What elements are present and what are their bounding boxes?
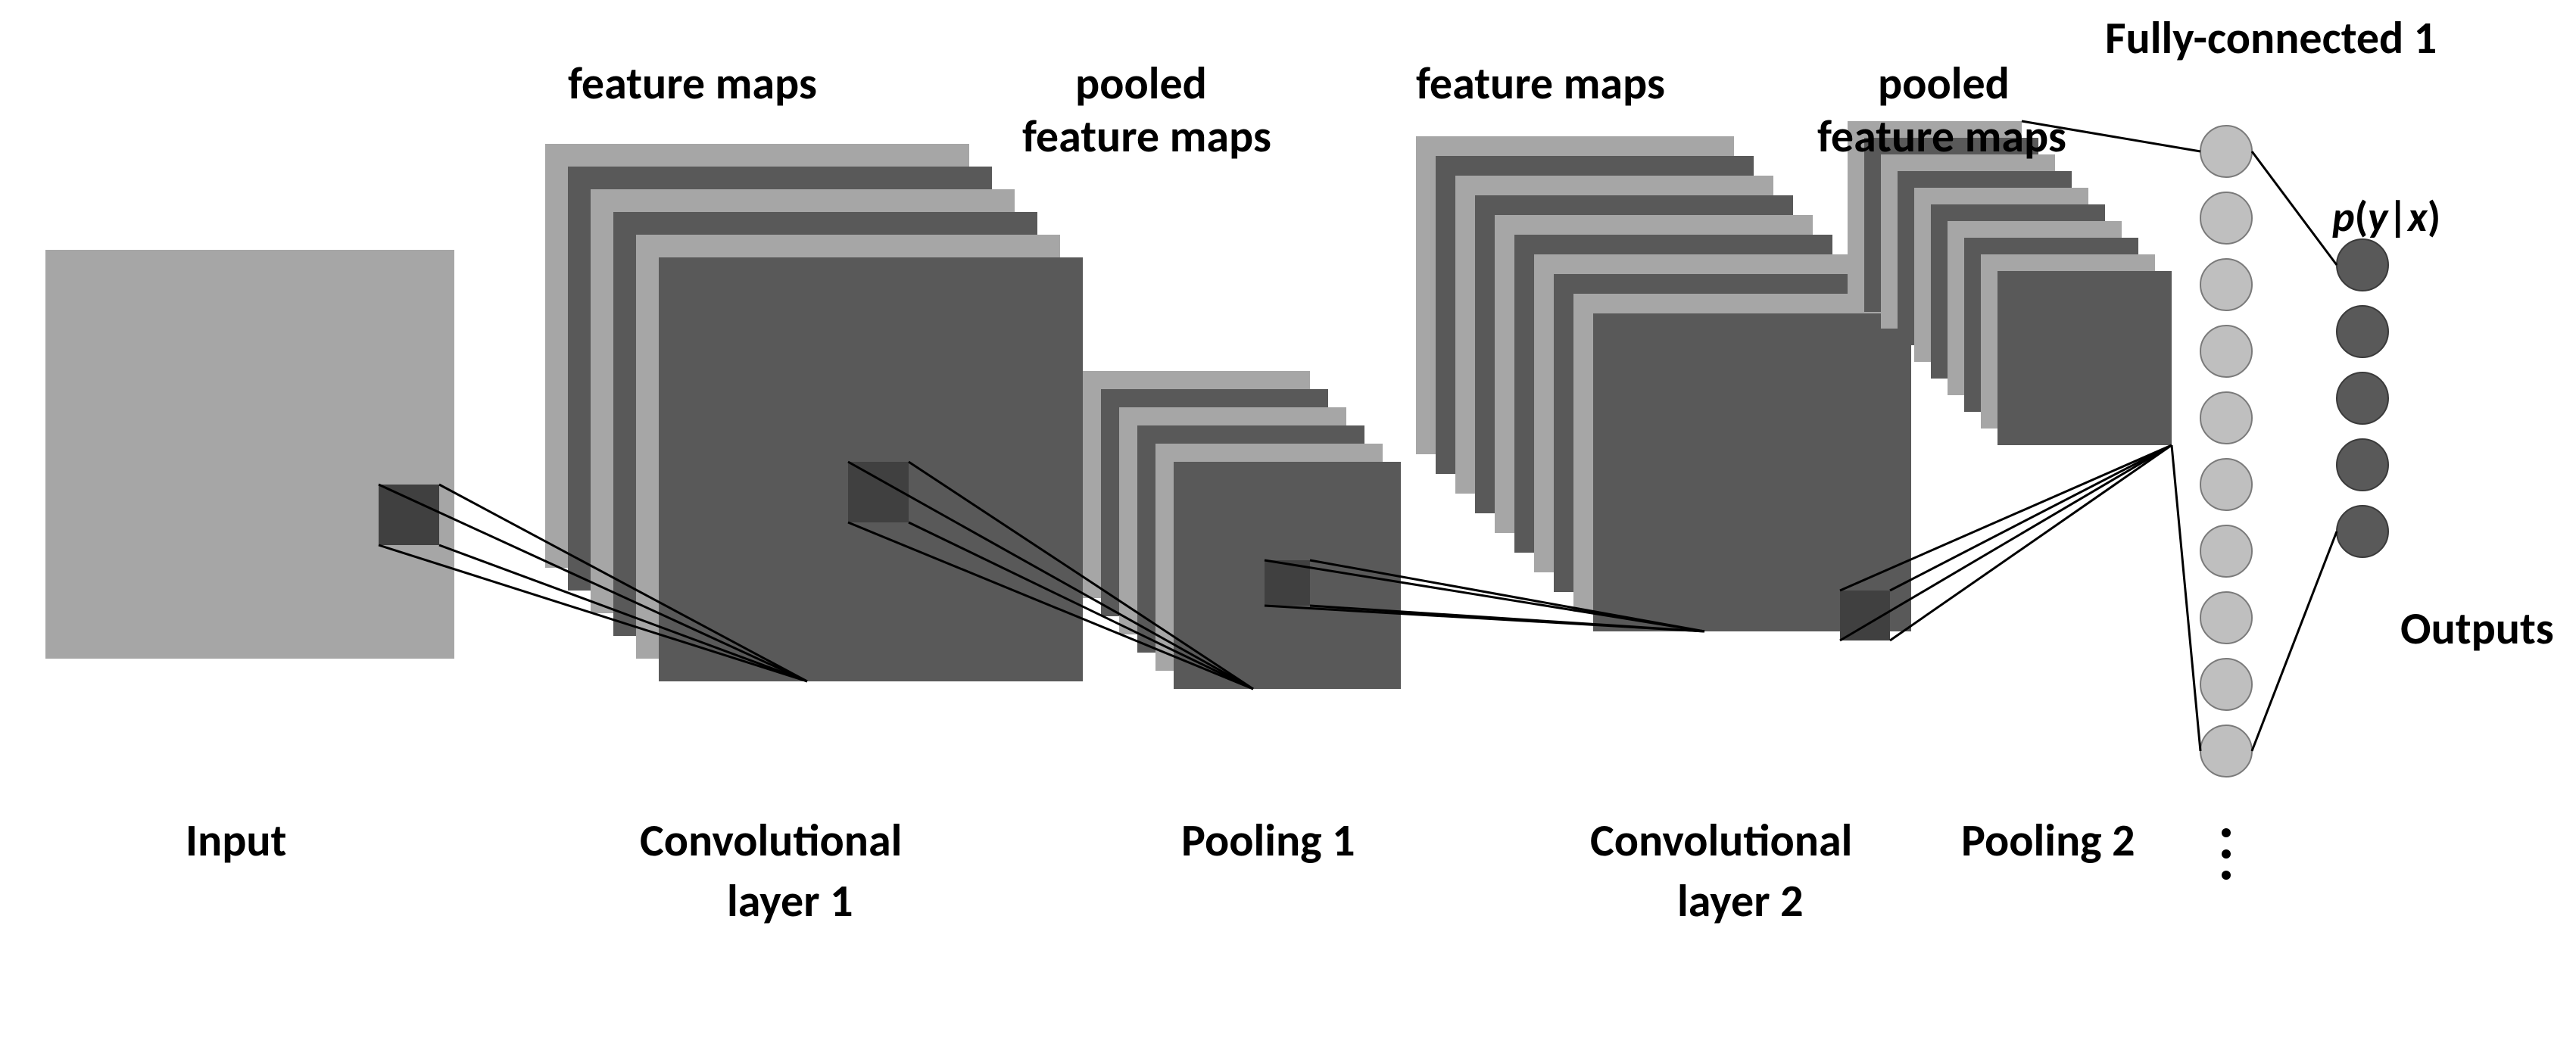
- output-node: [2337, 306, 2388, 357]
- output-node: [2337, 239, 2388, 291]
- fc-node: [2200, 126, 2252, 177]
- pool1-label: Pooling 1: [1181, 813, 1355, 868]
- output-node: [2337, 506, 2388, 557]
- pool1-top-label-line2: feature maps: [1022, 109, 1271, 164]
- fc-node: [2200, 592, 2252, 644]
- feature-map-tile: [1593, 313, 1911, 631]
- ellipsis-dot: [2222, 828, 2231, 837]
- conv2-featuremaps-label: feature maps: [1416, 56, 1665, 111]
- output-node: [2337, 372, 2388, 424]
- fc-label: Fully-connected 1: [2105, 11, 2437, 66]
- fc-node: [2200, 192, 2252, 244]
- input-patch: [379, 485, 439, 545]
- conv1-label-line1: Convolutional: [640, 813, 902, 868]
- output-formula: p(y|x): [2332, 192, 2440, 243]
- pool2-top-label-line2: feature maps: [1817, 109, 2066, 164]
- output-node: [2337, 439, 2388, 491]
- input-label: Input: [186, 813, 286, 868]
- conv1-featuremaps-label: feature maps: [568, 56, 817, 111]
- fc-node: [2200, 326, 2252, 377]
- pool2-top-label-line1: pooled: [1878, 56, 2010, 111]
- ellipsis-dot: [2222, 849, 2231, 859]
- input-tile: [45, 250, 454, 659]
- pool1-top-label-line1: pooled: [1075, 56, 1207, 111]
- ellipsis-dot: [2222, 871, 2231, 880]
- fc-node: [2200, 392, 2252, 444]
- fc-node: [2200, 259, 2252, 310]
- conv1-patch: [848, 462, 909, 522]
- conv2-label-line2: layer 2: [1677, 874, 1804, 929]
- fc-node: [2200, 525, 2252, 577]
- outputs-label: Outputs: [2400, 601, 2554, 656]
- feature-map-tile: [1997, 271, 2172, 445]
- pool2-label: Pooling 2: [1961, 813, 2135, 868]
- fc-node: [2200, 725, 2252, 777]
- fc-node: [2200, 659, 2252, 710]
- conv1-label-line2: layer 1: [727, 874, 853, 929]
- fc-node: [2200, 459, 2252, 510]
- conv2-label-line1: Convolutional: [1590, 813, 1852, 868]
